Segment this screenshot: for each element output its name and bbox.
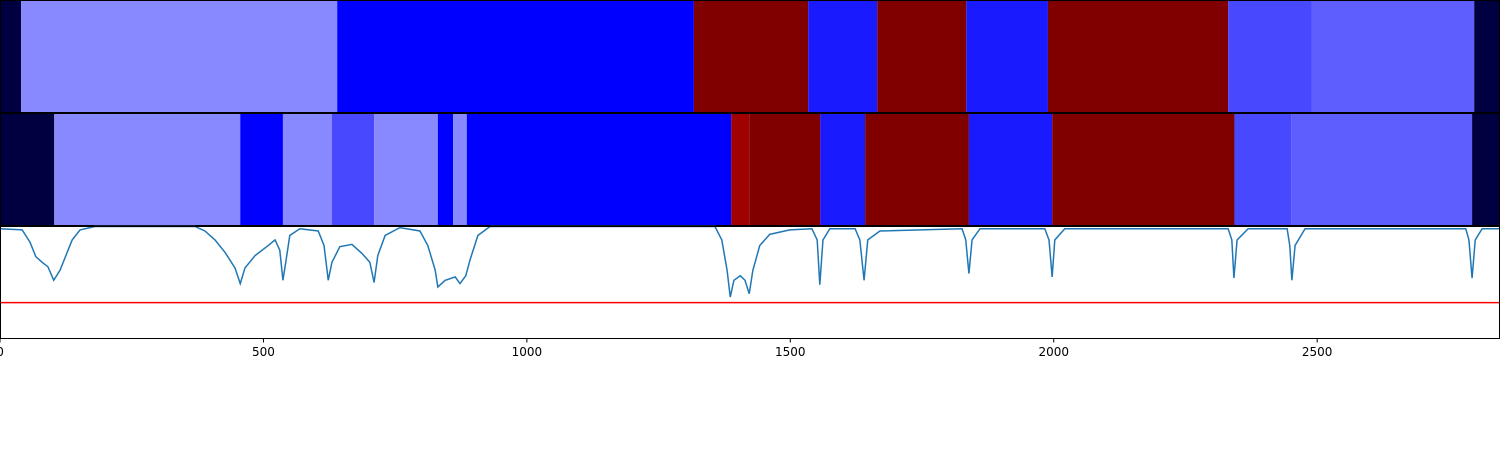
segment [966, 0, 1048, 113]
segment [1472, 113, 1500, 226]
segment [1047, 0, 1229, 113]
segment [865, 113, 969, 226]
segment [820, 113, 866, 226]
segment [808, 0, 878, 113]
x-tick-label: 500 [252, 345, 275, 359]
x-tick-label: 2500 [1302, 345, 1333, 359]
segment [331, 113, 375, 226]
segment [453, 113, 467, 226]
segment [0, 0, 22, 113]
segment [374, 113, 438, 226]
segment [968, 113, 1053, 226]
segment [282, 113, 332, 226]
x-tick-label: 2000 [1038, 345, 1069, 359]
segment [749, 113, 821, 226]
segment [731, 113, 750, 226]
segment [1234, 113, 1292, 226]
segment [1052, 113, 1235, 226]
x-tick-label: 1000 [512, 345, 543, 359]
segment [54, 113, 241, 226]
segment [1474, 0, 1500, 113]
segment [437, 113, 454, 226]
segment [337, 0, 694, 113]
segment [21, 0, 338, 113]
segment [1311, 0, 1475, 113]
segment [1291, 113, 1473, 226]
x-tick-label: 0 [0, 345, 4, 359]
segment [0, 113, 55, 226]
segment [240, 113, 283, 226]
panel-frame [0, 226, 1500, 339]
segment [466, 113, 732, 226]
segment [693, 0, 809, 113]
x-tick-label: 1500 [775, 345, 806, 359]
segment [1228, 0, 1312, 113]
segment [877, 0, 967, 113]
signal-line [0, 225, 1500, 298]
